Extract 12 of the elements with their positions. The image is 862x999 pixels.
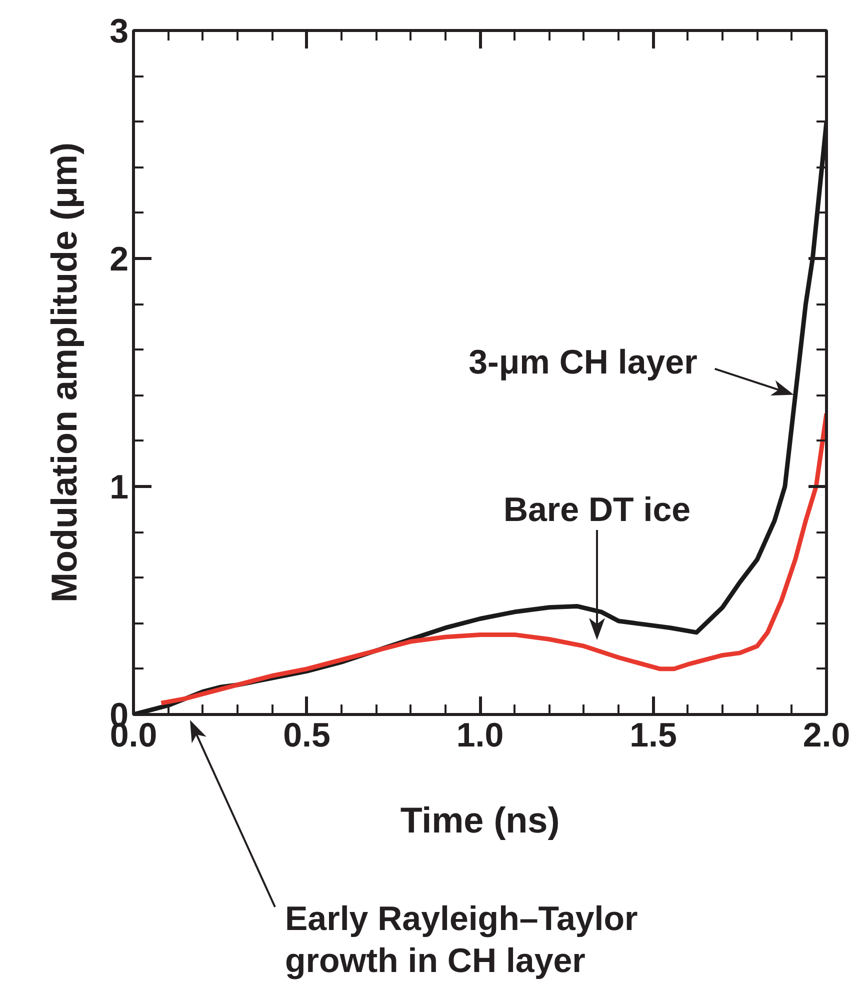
y-tick-label: 1 [110, 468, 129, 506]
y-tick-label: 3 [110, 12, 129, 50]
y-tick-label: 2 [110, 240, 129, 278]
x-tick-label: 1.0 [456, 716, 504, 754]
x-tick-label: 2.0 [802, 716, 850, 754]
y-axis-title: Modulation amplitude (μm) [44, 142, 85, 602]
x-tick-label: 1.5 [630, 716, 677, 754]
annotation: Bare DT ice [503, 491, 691, 529]
x-axis-title: Time (ns) [400, 800, 560, 840]
annotation: 3-μm CH layer [468, 343, 698, 382]
text: Early Rayleigh–Taylor growth in CH layer [285, 900, 638, 980]
x-tick-label: 0.5 [283, 716, 330, 754]
